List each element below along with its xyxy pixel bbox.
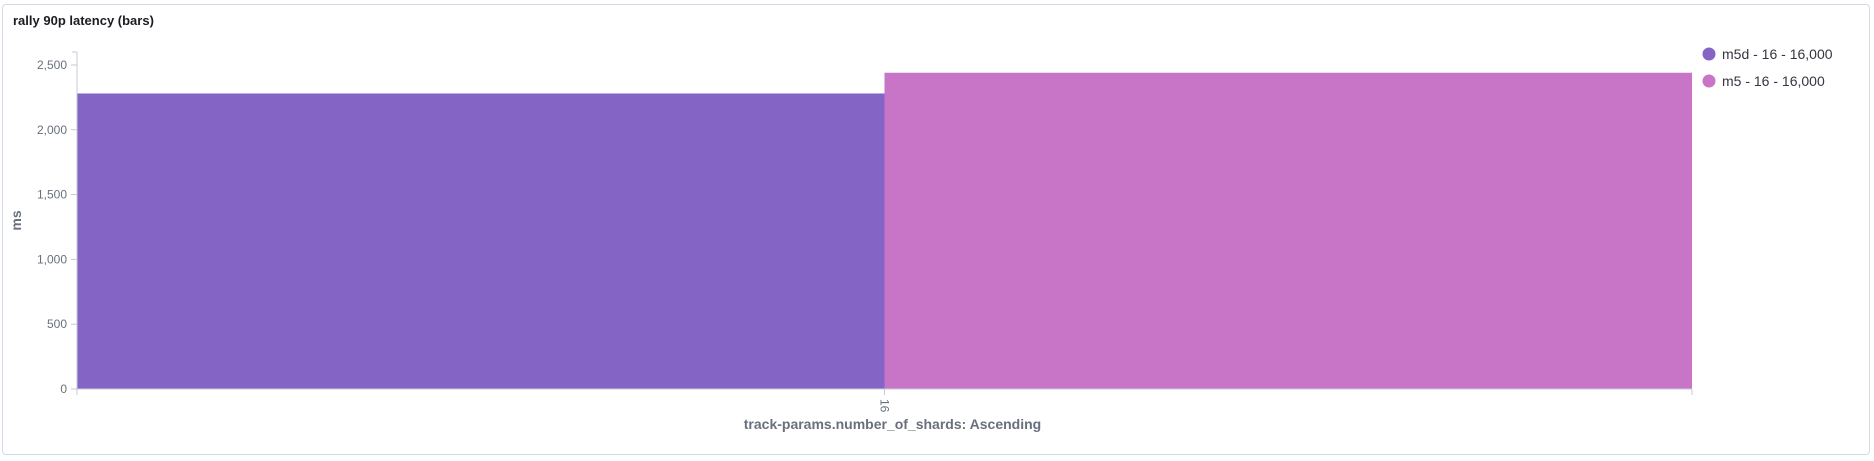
y-tick-label: 0 [60,382,67,396]
legend-swatch [1702,47,1716,61]
y-axis-title: ms [8,210,24,230]
legend-swatch [1702,74,1716,88]
y-tick-label: 500 [47,317,67,331]
panel-title: rally 90p latency (bars) [13,13,154,28]
x-axis-title: track-params.number_of_shards: Ascending [744,416,1041,432]
y-axis: 0 500 1,000 1,500 2,000 2,500 ms [8,51,78,396]
bar[interactable] [884,72,1693,389]
legend-label: m5d - 16 - 16,000 [1722,46,1833,62]
legend: m5d - 16 - 16,000 m5 - 16 - 16,000 [1702,46,1833,89]
legend-item[interactable]: m5d - 16 - 16,000 [1702,46,1833,62]
legend-item[interactable]: m5 - 16 - 16,000 [1702,73,1825,89]
bar[interactable] [77,93,885,389]
x-tick-label: 16 [878,399,892,413]
y-tick-label: 1,500 [37,188,67,202]
y-tick-label: 2,000 [37,123,67,137]
legend-label: m5 - 16 - 16,000 [1722,73,1825,89]
x-axis: 16 track-params.number_of_shards: Ascendi… [76,388,1693,432]
y-tick-label: 1,000 [37,252,67,266]
y-tick-label: 2,500 [37,58,67,72]
plot-area [77,72,1693,389]
